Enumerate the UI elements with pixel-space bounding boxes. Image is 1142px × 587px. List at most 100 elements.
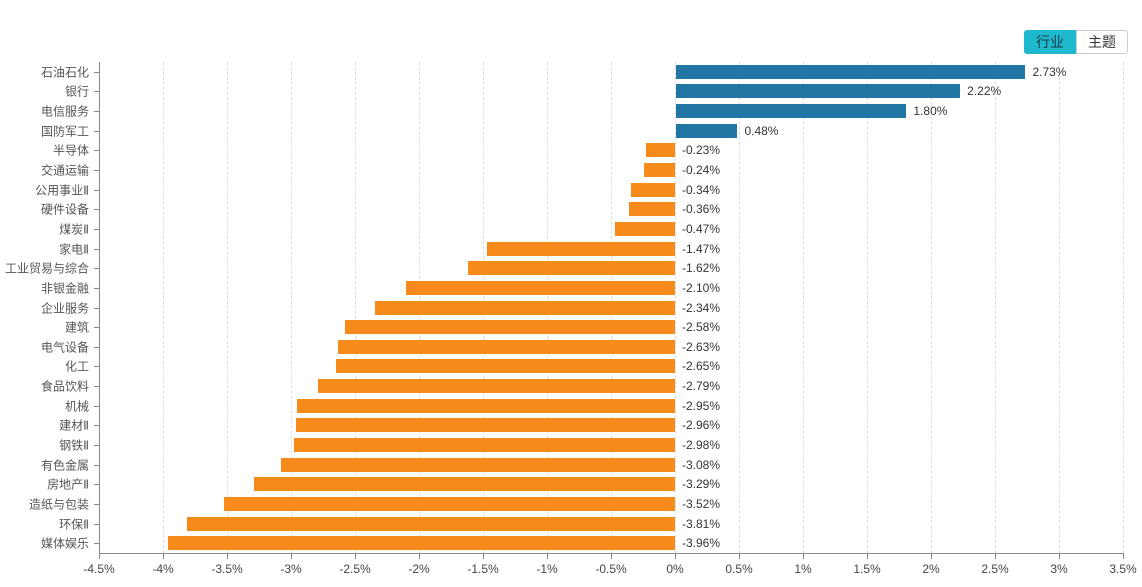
category-label: 机械: [64, 399, 89, 414]
category-label: 银行: [64, 84, 89, 99]
y-tick: [94, 366, 99, 367]
bar[interactable]: [253, 477, 675, 491]
x-tick: [803, 554, 804, 559]
x-tick-label: 3.5%: [1109, 562, 1137, 576]
bar[interactable]: [317, 379, 675, 393]
grid-line: [995, 62, 996, 553]
x-tick-label: -0.5%: [595, 562, 627, 576]
category-label: 造纸与包装: [28, 497, 89, 512]
grid-line: [291, 62, 292, 553]
y-tick: [94, 72, 99, 73]
bar[interactable]: [631, 183, 675, 197]
y-tick: [94, 249, 99, 250]
bar[interactable]: [293, 438, 675, 452]
y-tick: [94, 445, 99, 446]
category-label: 煤炭Ⅱ: [59, 222, 89, 237]
grid-line: [931, 62, 932, 553]
value-label: -0.24%: [682, 163, 721, 178]
x-tick-label: 0%: [666, 562, 684, 576]
bar[interactable]: [644, 163, 675, 177]
x-axis: [99, 553, 1124, 554]
y-tick: [94, 190, 99, 191]
y-tick: [94, 465, 99, 466]
value-label: -3.81%: [682, 516, 721, 531]
y-tick: [94, 288, 99, 289]
bar[interactable]: [338, 340, 675, 354]
x-tick: [291, 554, 292, 559]
value-label: -2.96%: [682, 418, 721, 433]
bar[interactable]: [628, 202, 675, 216]
value-label: -3.29%: [682, 477, 721, 492]
bar[interactable]: [297, 399, 675, 413]
y-tick: [94, 111, 99, 112]
value-label: -2.98%: [682, 437, 721, 452]
y-tick: [94, 484, 99, 485]
bar[interactable]: [187, 517, 675, 531]
x-tick: [355, 554, 356, 559]
value-label: -2.10%: [682, 280, 721, 295]
value-label: -2.63%: [682, 339, 721, 354]
tab-industry[interactable]: 行业: [1024, 30, 1076, 54]
x-tick-label: -3.5%: [211, 562, 243, 576]
category-label: 媒体娱乐: [40, 536, 89, 551]
value-label: -2.65%: [682, 359, 721, 374]
y-axis: [99, 62, 100, 554]
category-label: 建材Ⅱ: [59, 418, 89, 433]
bar[interactable]: [486, 242, 675, 256]
y-tick: [94, 524, 99, 525]
value-label: -2.34%: [682, 300, 721, 315]
category-label: 国防军工: [40, 124, 89, 139]
bar[interactable]: [676, 124, 738, 138]
bar[interactable]: [676, 104, 907, 118]
category-label: 房地产Ⅱ: [47, 477, 89, 492]
value-label: -2.58%: [682, 320, 721, 335]
tab-theme[interactable]: 主题: [1076, 30, 1128, 54]
x-tick: [995, 554, 996, 559]
bar[interactable]: [335, 359, 675, 373]
category-label: 钢铁Ⅱ: [59, 438, 89, 453]
x-tick-label: 2%: [922, 562, 940, 576]
x-tick-label: -2.5%: [339, 562, 371, 576]
x-tick: [867, 554, 868, 559]
category-label: 工业贸易与综合: [4, 261, 89, 276]
grid-line: [1059, 62, 1060, 553]
bar[interactable]: [375, 301, 675, 315]
bar[interactable]: [676, 84, 961, 98]
value-label: 2.22%: [967, 84, 1002, 99]
bar[interactable]: [344, 320, 675, 334]
category-label: 交通运输: [40, 163, 89, 178]
value-label: 2.73%: [1032, 64, 1067, 79]
category-label: 电气设备: [40, 340, 89, 355]
x-tick-label: -1.5%: [467, 562, 499, 576]
grid-line: [227, 62, 228, 553]
x-tick-label: -4.5%: [83, 562, 115, 576]
value-label: -0.23%: [682, 143, 721, 158]
value-label: -2.79%: [682, 379, 721, 394]
category-label: 食品饮料: [40, 379, 89, 394]
bar[interactable]: [645, 143, 675, 157]
bar[interactable]: [467, 261, 675, 275]
category-label: 建筑: [64, 320, 89, 335]
bar[interactable]: [224, 497, 675, 511]
y-tick: [94, 91, 99, 92]
y-tick: [94, 209, 99, 210]
bar[interactable]: [296, 418, 675, 432]
category-label: 硬件设备: [40, 202, 89, 217]
y-tick: [94, 406, 99, 407]
category-label: 企业服务: [40, 301, 89, 315]
category-label: 非银金融: [40, 281, 89, 296]
bar[interactable]: [168, 536, 675, 550]
grid-line: [739, 62, 740, 553]
bar[interactable]: [676, 65, 1026, 79]
grid-line: [803, 62, 804, 553]
grid-line: [1123, 62, 1124, 553]
y-tick: [94, 131, 99, 132]
bar[interactable]: [614, 222, 675, 236]
category-label: 家电Ⅱ: [59, 242, 89, 257]
bar[interactable]: [406, 281, 675, 295]
value-label: -1.62%: [682, 261, 721, 276]
x-tick: [419, 554, 420, 559]
x-tick: [611, 554, 612, 559]
bar[interactable]: [280, 458, 675, 472]
x-tick: [739, 554, 740, 559]
